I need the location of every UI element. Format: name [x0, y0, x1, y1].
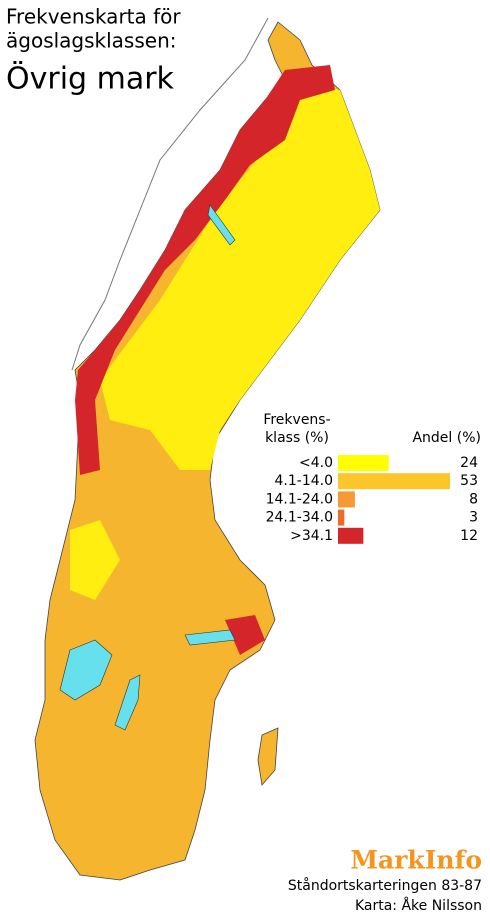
legend-bar	[338, 491, 355, 508]
legend-bar	[338, 473, 450, 490]
island	[257, 727, 279, 786]
legend-value: 24	[460, 455, 478, 471]
legend-label: 14.1-24.0	[266, 491, 333, 507]
lake	[207, 204, 236, 246]
legend-header: klass (%)	[265, 430, 329, 446]
title-line: Frekvenskarta för	[6, 5, 181, 29]
lake	[184, 629, 236, 646]
legend-label: 4.1-14.0	[275, 473, 334, 489]
legend-header: Frekvens-	[263, 412, 330, 428]
border-line	[71, 17, 269, 371]
legend-bar	[338, 455, 389, 471]
lake	[114, 674, 141, 731]
lake	[59, 639, 113, 701]
legend-value: 8	[469, 491, 478, 507]
legend-label: >34.1	[290, 528, 333, 544]
credit: Ståndortskarteringen 83-87	[288, 877, 482, 894]
subtitle: Övrig mark	[6, 61, 175, 97]
legend-value: 12	[460, 528, 478, 544]
credit: Karta: Åke Nilsson	[355, 897, 482, 914]
region-red	[225, 615, 265, 655]
legend-label: 24.1-34.0	[266, 510, 333, 526]
legend-bar	[338, 527, 364, 544]
legend: <4.0 24 4.1-14.0 53 14.1-24.0 8 24.1-34.0 3 >34.…	[266, 455, 478, 544]
legend-value: 53	[460, 473, 478, 489]
region-yellow	[100, 80, 380, 470]
legend-header: Andel (%)	[412, 430, 481, 446]
title-line: ägoslagsklassen:	[6, 29, 177, 53]
region-yellow	[70, 520, 120, 600]
legend-value: 3	[469, 510, 478, 526]
brand: MarkInfo	[350, 846, 482, 875]
legend-bar	[338, 509, 345, 526]
legend-label: <4.0	[299, 455, 333, 471]
